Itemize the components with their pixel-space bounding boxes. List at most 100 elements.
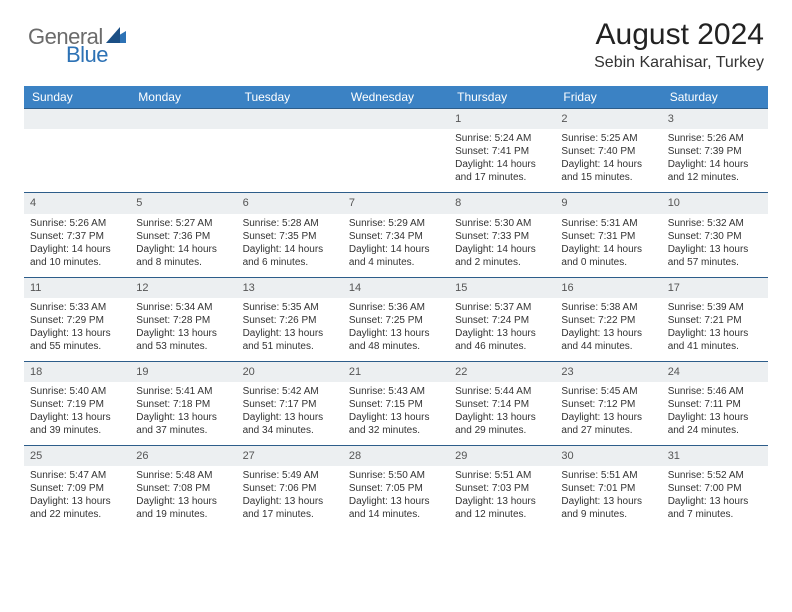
sunset-text: Sunset: 7:29 PM [30,314,124,327]
day-number: 29 [449,446,555,466]
day-number: 8 [449,193,555,213]
calendar-day-cell: 13Sunrise: 5:35 AMSunset: 7:26 PMDayligh… [237,277,343,361]
sunset-text: Sunset: 7:28 PM [136,314,230,327]
sunrise-text: Sunrise: 5:49 AM [243,469,337,482]
calendar-day-cell [130,109,236,193]
calendar-day-cell [24,109,130,193]
day-body: Sunrise: 5:37 AMSunset: 7:24 PMDaylight:… [449,298,555,361]
daylight-text: Daylight: 14 hours and 15 minutes. [561,158,655,184]
calendar-day-cell: 17Sunrise: 5:39 AMSunset: 7:21 PMDayligh… [662,277,768,361]
day-body: Sunrise: 5:52 AMSunset: 7:00 PMDaylight:… [662,466,768,529]
logo-mark-icon [106,27,126,48]
sunset-text: Sunset: 7:17 PM [243,398,337,411]
col-monday: Monday [130,86,236,109]
sunset-text: Sunset: 7:19 PM [30,398,124,411]
daylight-text: Daylight: 13 hours and 27 minutes. [561,411,655,437]
sunrise-text: Sunrise: 5:34 AM [136,301,230,314]
calendar-day-cell: 22Sunrise: 5:44 AMSunset: 7:14 PMDayligh… [449,361,555,445]
sunset-text: Sunset: 7:11 PM [668,398,762,411]
calendar-day-cell: 23Sunrise: 5:45 AMSunset: 7:12 PMDayligh… [555,361,661,445]
daylight-text: Daylight: 13 hours and 12 minutes. [455,495,549,521]
day-body: Sunrise: 5:44 AMSunset: 7:14 PMDaylight:… [449,382,555,445]
day-body: Sunrise: 5:45 AMSunset: 7:12 PMDaylight:… [555,382,661,445]
sunrise-text: Sunrise: 5:40 AM [30,385,124,398]
calendar-week-row: 11Sunrise: 5:33 AMSunset: 7:29 PMDayligh… [24,277,768,361]
day-number: 6 [237,193,343,213]
daylight-text: Daylight: 13 hours and 41 minutes. [668,327,762,353]
daylight-text: Daylight: 14 hours and 12 minutes. [668,158,762,184]
sunset-text: Sunset: 7:22 PM [561,314,655,327]
day-number: 4 [24,193,130,213]
sunrise-text: Sunrise: 5:47 AM [30,469,124,482]
sunrise-text: Sunrise: 5:24 AM [455,132,549,145]
daylight-text: Daylight: 13 hours and 14 minutes. [349,495,443,521]
sunset-text: Sunset: 7:01 PM [561,482,655,495]
day-body: Sunrise: 5:47 AMSunset: 7:09 PMDaylight:… [24,466,130,529]
day-body: Sunrise: 5:36 AMSunset: 7:25 PMDaylight:… [343,298,449,361]
calendar-day-cell: 12Sunrise: 5:34 AMSunset: 7:28 PMDayligh… [130,277,236,361]
calendar-day-cell: 30Sunrise: 5:51 AMSunset: 7:01 PMDayligh… [555,446,661,530]
daylight-text: Daylight: 13 hours and 39 minutes. [30,411,124,437]
sunset-text: Sunset: 7:40 PM [561,145,655,158]
day-body [130,129,236,187]
day-number: 19 [130,362,236,382]
sunrise-text: Sunrise: 5:51 AM [455,469,549,482]
sunrise-text: Sunrise: 5:48 AM [136,469,230,482]
day-number: 24 [662,362,768,382]
calendar-day-cell: 19Sunrise: 5:41 AMSunset: 7:18 PMDayligh… [130,361,236,445]
daylight-text: Daylight: 13 hours and 48 minutes. [349,327,443,353]
sunrise-text: Sunrise: 5:33 AM [30,301,124,314]
calendar-day-cell: 6Sunrise: 5:28 AMSunset: 7:35 PMDaylight… [237,193,343,277]
day-number: 23 [555,362,661,382]
daylight-text: Daylight: 14 hours and 10 minutes. [30,243,124,269]
calendar-day-cell: 14Sunrise: 5:36 AMSunset: 7:25 PMDayligh… [343,277,449,361]
day-body: Sunrise: 5:33 AMSunset: 7:29 PMDaylight:… [24,298,130,361]
day-body: Sunrise: 5:31 AMSunset: 7:31 PMDaylight:… [555,214,661,277]
sunset-text: Sunset: 7:37 PM [30,230,124,243]
sunset-text: Sunset: 7:30 PM [668,230,762,243]
calendar-week-row: 1Sunrise: 5:24 AMSunset: 7:41 PMDaylight… [24,109,768,193]
col-sunday: Sunday [24,86,130,109]
sunset-text: Sunset: 7:26 PM [243,314,337,327]
sunset-text: Sunset: 7:06 PM [243,482,337,495]
sunset-text: Sunset: 7:00 PM [668,482,762,495]
sunrise-text: Sunrise: 5:28 AM [243,217,337,230]
daylight-text: Daylight: 14 hours and 2 minutes. [455,243,549,269]
calendar-day-cell: 1Sunrise: 5:24 AMSunset: 7:41 PMDaylight… [449,109,555,193]
daylight-text: Daylight: 14 hours and 4 minutes. [349,243,443,269]
sunrise-text: Sunrise: 5:32 AM [668,217,762,230]
sunrise-text: Sunrise: 5:43 AM [349,385,443,398]
day-number: 17 [662,278,768,298]
day-body: Sunrise: 5:32 AMSunset: 7:30 PMDaylight:… [662,214,768,277]
day-number: 11 [24,278,130,298]
day-body: Sunrise: 5:42 AMSunset: 7:17 PMDaylight:… [237,382,343,445]
calendar-day-cell [343,109,449,193]
day-body: Sunrise: 5:43 AMSunset: 7:15 PMDaylight:… [343,382,449,445]
sunset-text: Sunset: 7:12 PM [561,398,655,411]
calendar-table: Sunday Monday Tuesday Wednesday Thursday… [24,86,768,529]
day-number: 2 [555,109,661,129]
sunrise-text: Sunrise: 5:36 AM [349,301,443,314]
day-body: Sunrise: 5:40 AMSunset: 7:19 PMDaylight:… [24,382,130,445]
day-number: 31 [662,446,768,466]
calendar-day-cell: 9Sunrise: 5:31 AMSunset: 7:31 PMDaylight… [555,193,661,277]
daylight-text: Daylight: 13 hours and 46 minutes. [455,327,549,353]
day-body: Sunrise: 5:51 AMSunset: 7:03 PMDaylight:… [449,466,555,529]
day-body: Sunrise: 5:35 AMSunset: 7:26 PMDaylight:… [237,298,343,361]
calendar-day-cell: 4 Sunrise: 5:26 AMSunset: 7:37 PMDaylight… [24,193,130,277]
sunset-text: Sunset: 7:14 PM [455,398,549,411]
day-body [343,129,449,187]
calendar-day-cell: 15Sunrise: 5:37 AMSunset: 7:24 PMDayligh… [449,277,555,361]
sunrise-text: Sunrise: 5:26 AM [30,217,124,230]
sunset-text: Sunset: 7:18 PM [136,398,230,411]
daylight-text: Daylight: 13 hours and 34 minutes. [243,411,337,437]
day-body: Sunrise: 5:24 AMSunset: 7:41 PMDaylight:… [449,129,555,192]
daylight-text: Daylight: 13 hours and 51 minutes. [243,327,337,353]
day-body: Sunrise: 5:26 AMSunset: 7:39 PMDaylight:… [662,129,768,192]
day-body: Sunrise: 5:46 AMSunset: 7:11 PMDaylight:… [662,382,768,445]
sunrise-text: Sunrise: 5:27 AM [136,217,230,230]
sunset-text: Sunset: 7:31 PM [561,230,655,243]
sunrise-text: Sunrise: 5:42 AM [243,385,337,398]
sunset-text: Sunset: 7:34 PM [349,230,443,243]
logo-text-blue: Blue [66,42,108,67]
